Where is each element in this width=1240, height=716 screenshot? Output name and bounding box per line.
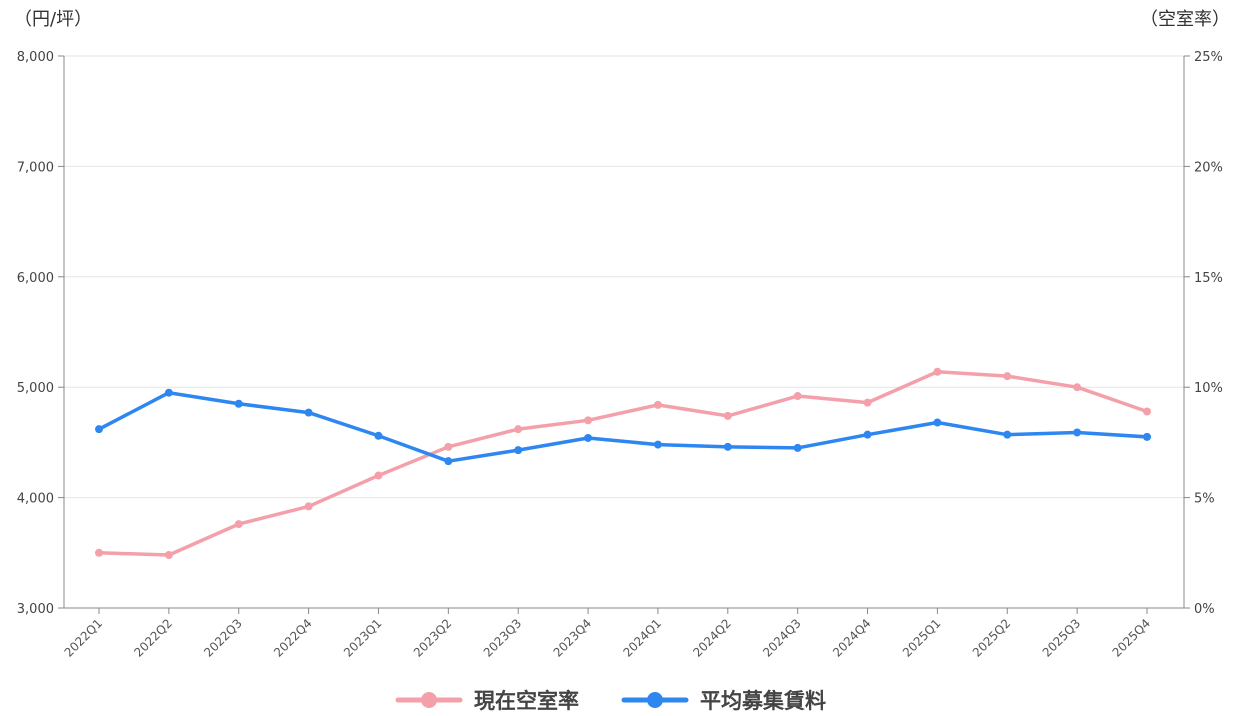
right-tick-label: 0% xyxy=(1194,602,1215,617)
x-tick-label: 2024Q2 xyxy=(690,616,734,660)
data-point xyxy=(933,367,942,376)
legend-swatch-marker xyxy=(647,692,663,708)
x-tick-label: 2022Q2 xyxy=(131,616,175,660)
tick-labels: 3,000 0% 4,000 5% 5,000 10% 6,000 15% 7,000 20% 8,… xyxy=(17,50,1223,660)
data-point xyxy=(1143,432,1151,441)
data-point xyxy=(95,548,103,557)
data-point xyxy=(863,430,872,439)
right-axis-unit: （空室率） xyxy=(1140,9,1230,30)
legend-label: 平均募集賃料 xyxy=(700,689,826,713)
data-point xyxy=(1003,372,1012,381)
data-point xyxy=(444,457,453,466)
data-point xyxy=(1003,430,1012,439)
data-point xyxy=(374,471,383,480)
gridlines xyxy=(64,55,1184,499)
data-point xyxy=(1073,428,1082,437)
x-tick-label: 2025Q4 xyxy=(1110,616,1154,660)
data-point xyxy=(584,433,593,442)
data-point xyxy=(584,416,593,425)
data-point xyxy=(95,425,103,434)
right-tick-label: 25% xyxy=(1194,50,1223,65)
x-tick-label: 2024Q4 xyxy=(830,616,874,660)
data-point xyxy=(514,425,523,434)
left-axis-unit: （円/坪） xyxy=(14,9,92,30)
x-tick-label: 2025Q3 xyxy=(1040,616,1084,660)
data-point xyxy=(1143,407,1151,416)
data-point xyxy=(1073,383,1082,392)
x-tick-label: 2024Q3 xyxy=(760,616,804,660)
left-tick-label: 8,000 xyxy=(17,50,54,65)
data-point xyxy=(793,443,802,452)
legend-swatch-marker xyxy=(421,692,437,708)
x-tick-label: 2022Q4 xyxy=(271,616,315,660)
data-point xyxy=(304,408,313,417)
legend-item-1: 現在空室率 xyxy=(395,689,579,713)
x-tick-label: 2023Q4 xyxy=(551,616,595,660)
data-point xyxy=(164,388,173,397)
data-point xyxy=(653,440,662,449)
data-point xyxy=(374,431,383,440)
legend-item-2: 平均募集賃料 xyxy=(621,689,826,713)
left-tick-label: 4,000 xyxy=(17,492,54,507)
data-point xyxy=(234,520,243,529)
data-point xyxy=(723,411,732,420)
legend-label: 現在空室率 xyxy=(474,689,579,713)
data-point xyxy=(514,446,523,455)
left-tick-label: 6,000 xyxy=(17,271,54,286)
x-tick-label: 2025Q2 xyxy=(970,616,1014,660)
x-tick-label: 2023Q1 xyxy=(341,616,385,660)
right-tick-label: 5% xyxy=(1194,492,1215,507)
series-line-1 xyxy=(97,369,1149,557)
x-tick-label: 2025Q1 xyxy=(900,616,944,660)
data-point xyxy=(723,442,732,451)
axes xyxy=(58,55,1190,614)
x-tick-label: 2022Q1 xyxy=(62,616,106,660)
data-point xyxy=(304,502,313,511)
right-tick-label: 10% xyxy=(1194,381,1223,396)
data-point xyxy=(933,418,942,427)
series-line-2 xyxy=(97,390,1149,463)
data-point xyxy=(444,442,453,451)
legend: 現在空室率 平均募集賃料 xyxy=(395,689,826,713)
left-tick-label: 7,000 xyxy=(17,160,54,175)
data-point xyxy=(234,399,243,408)
x-tick-label: 2024Q1 xyxy=(620,616,664,660)
x-tick-label: 2023Q3 xyxy=(481,616,525,660)
series-layer xyxy=(95,367,1151,560)
right-tick-label: 15% xyxy=(1194,271,1223,286)
left-tick-label: 3,000 xyxy=(17,602,54,617)
data-point xyxy=(164,551,173,560)
x-tick-label: 2023Q2 xyxy=(411,616,455,660)
data-point xyxy=(793,392,802,401)
data-point xyxy=(653,400,662,409)
right-tick-label: 20% xyxy=(1194,160,1223,175)
left-tick-label: 5,000 xyxy=(17,381,54,396)
data-point xyxy=(863,398,872,407)
x-tick-label: 2022Q3 xyxy=(201,616,245,660)
